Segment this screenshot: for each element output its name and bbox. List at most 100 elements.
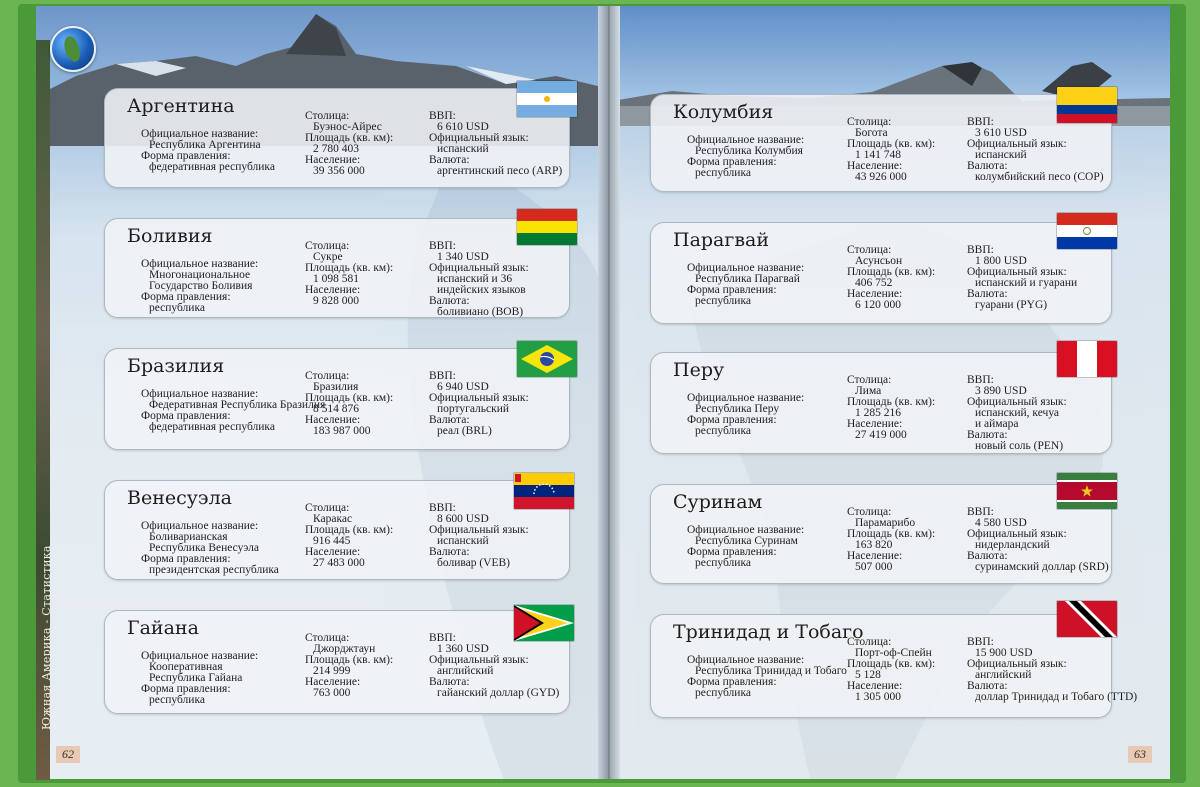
gdp-value: 15 900 USD — [975, 647, 1033, 659]
official-info-column: Официальное название: Многонациональное Го… — [141, 258, 258, 314]
language-label: Официальный язык: — [429, 392, 529, 404]
peru-flag — [1056, 340, 1118, 378]
population-label: Население: — [305, 414, 361, 426]
government-label: Форма правления: — [687, 546, 777, 558]
official-info-column: Официальное название: Федеративная Респуб… — [141, 388, 325, 433]
official-info-column: Официальное название: Кооперативная Респуб… — [141, 650, 258, 706]
official-name-value: Республика Парагвай — [695, 273, 800, 285]
government-value: республика — [695, 557, 751, 569]
country-card: Перу Официальное название: Республика Перу… — [650, 352, 1112, 454]
country-card: Боливия Официальное название: Многонациона… — [104, 218, 570, 318]
currency-label: Валюта: — [967, 288, 1008, 300]
language-value: португальский — [437, 403, 510, 415]
economy-info-column: ВВП: 1 360 USD Официальный язык: английский… — [429, 632, 560, 699]
country-name: Суринам — [673, 491, 763, 513]
population-label: Население: — [305, 284, 361, 296]
area-label: Площадь (кв. км): — [305, 262, 394, 274]
language-label: Официальный язык: — [967, 528, 1067, 540]
government-label: Форма правления: — [141, 291, 231, 303]
government-value: республика — [695, 425, 751, 437]
guyana-flag — [513, 604, 575, 642]
country-name: Перу — [673, 359, 725, 381]
official-name-value: Республика Тринидад и Тобаго — [695, 665, 847, 677]
population-label: Население: — [847, 418, 903, 430]
capital-label: Столица: — [305, 632, 350, 644]
official-info-column: Официальное название: Республика Перу Форм… — [687, 392, 804, 437]
capital-label: Столица: — [847, 244, 892, 256]
currency-value: боливар (VEB) — [437, 557, 511, 569]
official-name-label: Официальное название: — [687, 134, 805, 146]
capital-value: Джорджтаун — [313, 643, 376, 655]
economy-info-column: ВВП: 6 610 USD Официальный язык: испанский В… — [429, 110, 563, 177]
official-name-value: Республика Венесуэла — [149, 542, 259, 554]
gdp-label: ВВП: — [967, 506, 994, 518]
government-label: Форма правления: — [687, 284, 777, 296]
population-value: 6 120 000 — [855, 299, 901, 311]
official-name-label: Официальное название: — [141, 128, 259, 140]
currency-value: боливиано (BOB) — [437, 306, 524, 318]
language-value: испанский и гуарани — [975, 277, 1078, 289]
currency-label: Валюта: — [429, 546, 470, 558]
official-name-value: Республика Перу — [695, 403, 780, 415]
photo-strip — [36, 40, 50, 780]
capital-value: Буэнос-Айрес — [313, 121, 382, 133]
area-value: 8 514 876 — [313, 403, 359, 415]
language-label: Официальный язык: — [967, 266, 1067, 278]
population-value: 27 483 000 — [313, 557, 365, 569]
language-value: испанский — [975, 149, 1027, 161]
language-label: Официальный язык: — [429, 654, 529, 666]
currency-value: аргентинский песо (ARP) — [437, 165, 563, 177]
gdp-label: ВВП: — [429, 110, 456, 122]
official-info-column: Официальное название: Боливарианская Респу… — [141, 520, 279, 576]
geo-info-column: Столица: Бразилия Площадь (кв. км): 8 514 8… — [305, 370, 393, 437]
page-number-right: 63 — [1128, 746, 1152, 763]
gdp-value: 1 360 USD — [437, 643, 489, 655]
brazil-flag — [516, 340, 578, 378]
population-value: 39 356 000 — [313, 165, 365, 177]
government-value: республика — [695, 167, 751, 179]
population-label: Население: — [305, 546, 361, 558]
official-info-column: Официальное название: Республика Тринидад… — [687, 654, 847, 699]
area-label: Площадь (кв. км): — [847, 658, 936, 670]
trinidad-and-tobago-flag — [1056, 600, 1118, 638]
country-card: Суринам Официальное название: Республика С… — [650, 484, 1112, 584]
official-info-column: Официальное название: Республика Аргентин… — [141, 128, 275, 173]
language-value: и аймара — [975, 418, 1019, 430]
capital-value: Асунсьон — [855, 255, 903, 267]
area-label: Площадь (кв. км): — [847, 266, 936, 278]
currency-label: Валюта: — [429, 414, 470, 426]
currency-value: реал (BRL) — [437, 425, 492, 437]
currency-label: Валюта: — [967, 429, 1008, 441]
currency-value: новый соль (PEN) — [975, 440, 1064, 452]
official-name-value: Многонациональное — [149, 269, 251, 281]
language-value: испанский и 36 — [437, 273, 513, 285]
government-value: президентская республика — [149, 564, 279, 576]
economy-info-column: ВВП: 3 890 USD Официальный язык: испанский,… — [967, 374, 1067, 452]
area-value: 406 752 — [855, 277, 893, 289]
country-card: Гайана Официальное название: Кооперативная… — [104, 610, 570, 714]
capital-label: Столица: — [305, 370, 350, 382]
language-label: Официальный язык: — [429, 132, 529, 144]
geo-info-column: Столица: Асунсьон Площадь (кв. км): 406 752… — [847, 244, 936, 311]
government-label: Форма правления: — [687, 156, 777, 168]
government-label: Форма правления: — [141, 683, 231, 695]
capital-label: Столица: — [305, 502, 350, 514]
population-label: Население: — [305, 154, 361, 166]
capital-value: Бразилия — [313, 381, 359, 393]
page-number-left: 62 — [56, 746, 80, 763]
geo-info-column: Столица: Каракас Площадь (кв. км): 916 445 Н… — [305, 502, 393, 569]
currency-value: гайанский доллар (GYD) — [437, 687, 560, 699]
population-value: 27 419 000 — [855, 429, 907, 441]
country-card: Венесуэла Официальное название: Боливариан… — [104, 480, 570, 580]
government-value: федеративная республика — [149, 161, 275, 173]
population-value: 1 305 000 — [855, 691, 901, 703]
language-label: Официальный язык: — [967, 396, 1067, 408]
official-name-label: Официальное название: — [687, 262, 805, 274]
population-label: Население: — [847, 550, 903, 562]
venezuela-flag — [513, 472, 575, 510]
language-label: Официальный язык: — [967, 138, 1067, 150]
currency-label: Валюта: — [429, 676, 470, 688]
gdp-value: 4 580 USD — [975, 517, 1027, 529]
government-label: Форма правления: — [687, 414, 777, 426]
area-label: Площадь (кв. км): — [847, 396, 936, 408]
